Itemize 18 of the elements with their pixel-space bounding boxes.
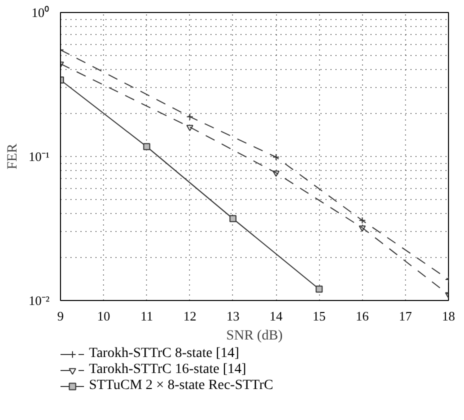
- y-tick-label: 10⁻¹: [28, 149, 50, 164]
- legend-label: STTuCM 2 × 8-state Rec-STTrC: [89, 378, 274, 394]
- x-tick-label: 11: [140, 308, 153, 324]
- y-tick-label: 10⁰: [32, 5, 50, 20]
- x-tick-label: 18: [442, 308, 455, 324]
- x-tick-label: 16: [356, 308, 370, 324]
- x-tick-label: 17: [398, 308, 412, 324]
- x-tick-label: 10: [97, 308, 110, 324]
- x-tick-label: 13: [226, 308, 240, 324]
- x-tick-label: 14: [270, 308, 284, 324]
- legend-label: Tarokh-STTrC 16-state [14]: [89, 362, 246, 378]
- x-axis-title: SNR (dB): [226, 328, 284, 344]
- legend-label: Tarokh-STTrC 8-state [14]: [89, 346, 240, 362]
- y-axis-title: FER: [6, 143, 21, 170]
- x-tick-label: 15: [312, 308, 326, 324]
- x-tick-label: 9: [57, 308, 64, 324]
- x-tick-label: 12: [183, 308, 196, 324]
- y-tick-label: 10⁻²: [28, 293, 50, 308]
